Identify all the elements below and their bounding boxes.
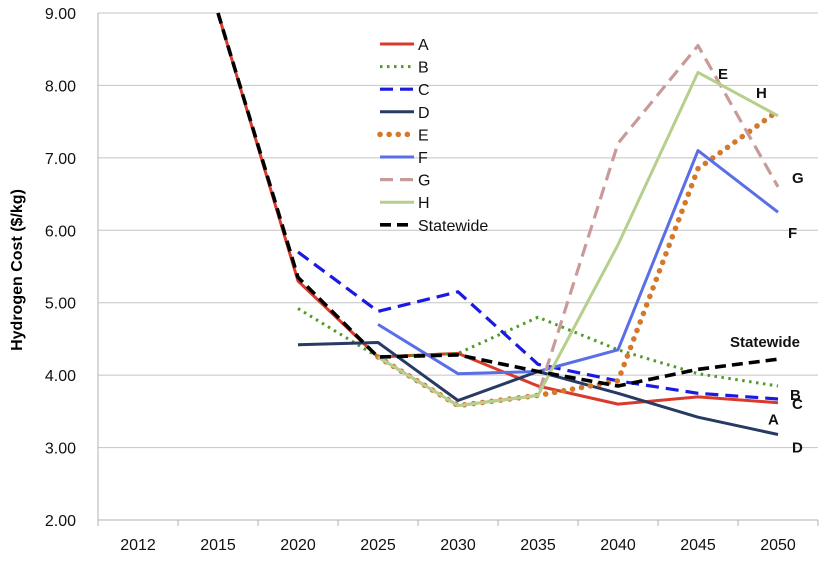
y-tick-label: 9.00 [45,6,76,23]
legend-label: D [418,105,430,122]
series-line-c [297,250,779,401]
series-line-b [297,307,779,388]
x-tick-label: 2050 [760,537,796,554]
series-end-label-f: F [788,225,797,242]
legend-item-c: C [380,82,430,99]
legend-item-h: H [380,195,430,212]
grid-layer [98,12,818,521]
legend-label: Statewide [418,218,488,235]
series-end-label-a: A [768,412,779,429]
series-line-h [377,70,779,408]
legend-label: A [418,37,429,54]
x-tick-label: 2025 [360,537,396,554]
legend-item-e: E [377,127,429,144]
series-layer [216,12,781,436]
legend-item-g: G [380,173,430,190]
series-line-f [377,149,779,376]
y-tick-label: 7.00 [45,151,76,168]
series-line-statewide [216,12,779,388]
x-tick-label: 2015 [200,537,236,554]
legend-item-f: F [380,150,428,167]
series-end-label-d: D [792,440,803,457]
series-end-label-g: G [792,170,804,187]
legend-label: B [418,60,429,77]
x-tick-label: 2045 [680,537,716,554]
legend-label: F [418,150,428,167]
y-tick-label: 3.00 [45,441,76,458]
axis-layer: 2.00 3.00 4.00 5.00 6.00 7.00 8.00 9.00 2012 2015… [45,6,819,554]
y-tick-label: 2.00 [45,513,76,530]
x-tick-label: 2030 [440,537,476,554]
legend-item-b: B [380,60,429,77]
legend-item-a: A [380,37,429,54]
series-end-labels: ABC D E F G H Statewide [718,66,804,457]
series-end-label-h: H [756,85,767,102]
x-tick-label: 2035 [520,537,556,554]
series-end-label-statewide: Statewide [730,334,800,351]
legend-label: E [418,127,429,144]
y-tick-label: 6.00 [45,223,76,240]
series-end-label-c: C [792,396,803,413]
series-line-g [377,43,780,408]
legend-label: C [418,82,430,99]
series-end-label-b: B [790,387,801,404]
x-tick-label: 2012 [120,537,156,554]
legend-item-d: D [380,105,430,122]
x-tick-label: 2040 [600,537,636,554]
legend-item-statewide: Statewide [380,218,488,235]
y-tick-label: 4.00 [45,368,76,385]
y-axis-title: Hydrogen Cost ($/kg) [9,189,26,351]
y-tick-label: 8.00 [45,78,76,95]
series-line-a [216,12,779,406]
series-end-label-e: E [718,66,728,83]
legend-label: H [418,195,430,212]
x-tick-label: 2020 [280,537,316,554]
legend-label: G [418,173,430,190]
series-line-d [297,341,779,436]
y-tick-label: 5.00 [45,296,76,313]
